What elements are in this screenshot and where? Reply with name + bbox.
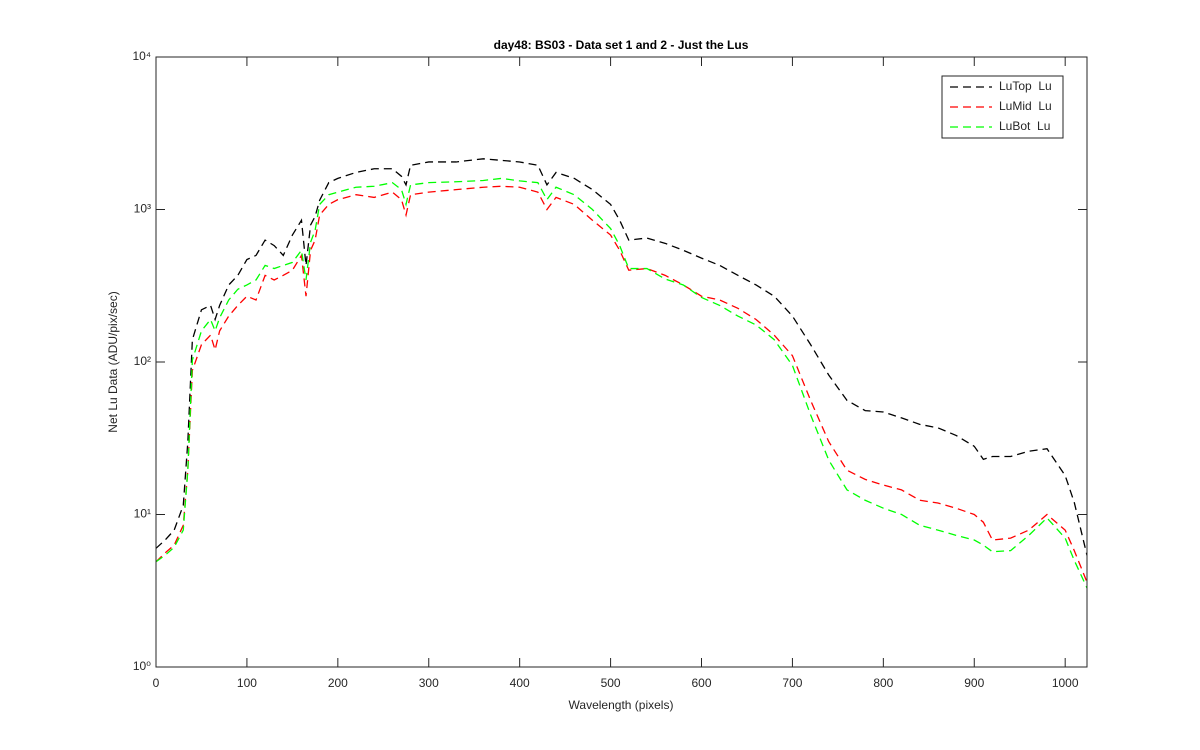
x-tick-label: 600 [691, 676, 711, 690]
x-tick-label: 400 [510, 676, 530, 690]
x-tick-label: 800 [873, 676, 893, 690]
x-tick-label: 900 [964, 676, 984, 690]
x-tick-label: 100 [237, 676, 257, 690]
x-tick-label: 0 [153, 676, 160, 690]
x-tick-label: 200 [328, 676, 348, 690]
legend-label: LuMid Lu [999, 99, 1052, 113]
series-line [156, 177, 1087, 589]
y-tick-label: 10¹ [134, 507, 151, 521]
y-tick-label: 10² [134, 354, 151, 368]
x-axis-label: Wavelength (pixels) [569, 698, 674, 712]
legend-label: LuBot Lu [999, 119, 1050, 133]
legend-box [941, 75, 1064, 139]
chart-title: day48: BS03 - Data set 1 and 2 - Just th… [494, 38, 749, 52]
series-line [156, 185, 1087, 583]
y-tick-label: 10⁴ [132, 49, 151, 63]
axes-box [155, 56, 1088, 668]
x-tick-label: 300 [419, 676, 439, 690]
y-tick-label: 10⁰ [133, 659, 151, 673]
x-tick-label: 700 [782, 676, 802, 690]
x-tick-label: 500 [601, 676, 621, 690]
series-line [156, 158, 1087, 556]
y-tick-label: 10³ [134, 202, 151, 216]
legend-label: LuTop Lu [999, 79, 1052, 93]
y-axis-label: Net Lu Data (ADU/pix/sec) [106, 291, 120, 432]
plot-lines [156, 158, 1087, 589]
x-tick-label: 1000 [1052, 676, 1079, 690]
